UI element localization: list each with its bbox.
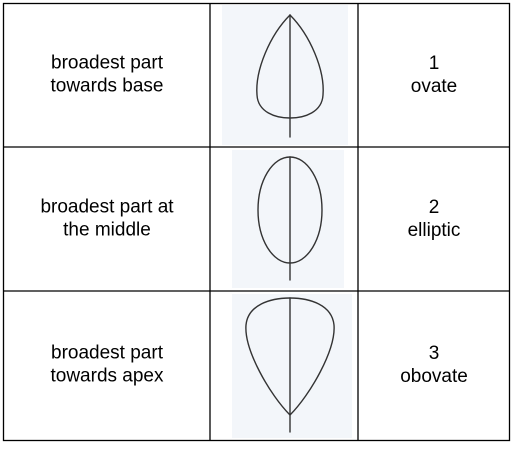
leaf-description: the middle: [63, 220, 151, 241]
leaf-number: 2: [429, 197, 440, 218]
leaf-shape-name: obovate: [400, 366, 468, 387]
table-border: [2, 2, 511, 442]
drawing-background: [232, 150, 344, 288]
leaf-description: broadest part at: [40, 197, 174, 218]
leaf-shape-name: elliptic: [408, 220, 461, 241]
leaf-shape-name: ovate: [411, 76, 457, 97]
leaf-description: towards base: [50, 76, 163, 97]
drawing-background: [222, 5, 348, 145]
drawing-background: [232, 294, 352, 438]
leaf-description: broadest part: [51, 343, 164, 364]
leaf-number: 3: [429, 343, 440, 364]
leaf-number: 1: [429, 53, 440, 74]
leaf-description: broadest part: [51, 53, 164, 74]
leaf-description: towards apex: [50, 366, 164, 387]
leaf-drawings: [245, 14, 335, 433]
table-borders: [2, 2, 511, 442]
drawing-backgrounds: [222, 5, 352, 438]
